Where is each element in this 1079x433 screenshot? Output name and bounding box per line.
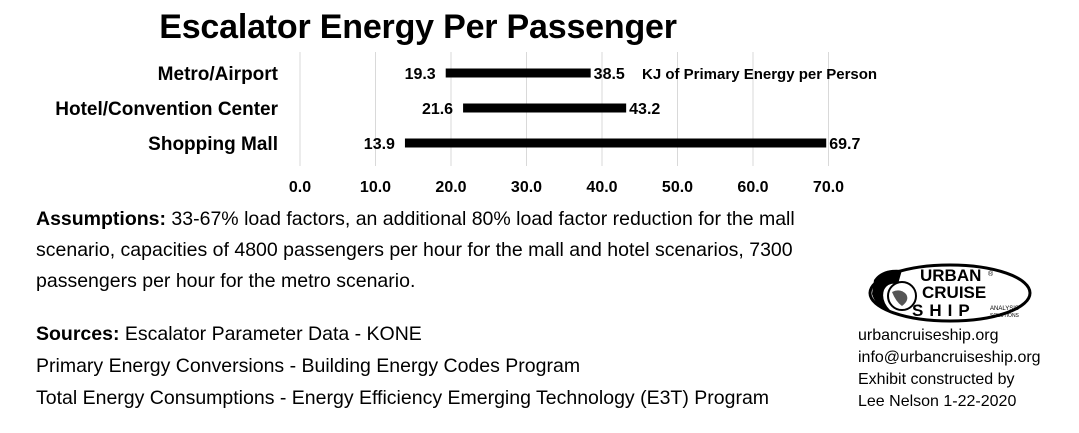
assumptions-label: Assumptions: [36,208,167,230]
credits-website: urbancruiseship.org [858,327,999,344]
sources-line-3: Total Energy Consumptions - Energy Effic… [36,387,770,409]
range-bar [463,103,627,113]
sources-label: Sources: [36,323,120,345]
high-value-label: 69.7 [829,136,860,153]
credits-constructed: Exhibit constructed by [858,371,1015,388]
x-tick-label: 0.0 [289,179,311,196]
low-value-label: 13.9 [364,136,395,153]
x-tick-label: 10.0 [360,179,391,196]
category-label: Metro/Airport [158,64,279,85]
urban-cruise-ship-logo: URBAN CRUISE SHIP ANALYSIS SOLUTIONS ® [868,263,1032,323]
chart-title: Escalator Energy Per Passenger [159,8,677,46]
credits-block: urbancruiseship.org info@urbancruiseship… [858,325,1073,413]
logo-text-cruise: CRUISE [922,283,986,302]
high-value-label: 38.5 [594,66,625,83]
assumptions-text: 33-67% load factors, an additional 80% l… [36,208,795,292]
range-bar [445,68,591,78]
sources-block: Sources: Escalator Parameter Data - KONE… [36,318,876,414]
x-tick-label: 40.0 [586,179,617,196]
credits-author-date: Lee Nelson 1-22-2020 [858,393,1017,410]
logo-text-urban: URBAN [920,266,981,285]
x-tick-label: 50.0 [662,179,693,196]
x-tick-label: 60.0 [737,179,768,196]
sources-text-1: Escalator Parameter Data - KONE [119,323,422,345]
x-tick-label: 30.0 [511,179,542,196]
assumptions-note: Assumptions: 33-67% load factors, an add… [36,204,856,297]
x-tick-label: 20.0 [435,179,466,196]
category-label: Shopping Mall [148,134,278,155]
unit-annotation: KJ of Primary Energy per Person [642,66,877,83]
category-label: Hotel/Convention Center [55,99,278,120]
low-value-label: 19.3 [405,66,436,83]
high-value-label: 43.2 [629,101,660,118]
sources-line-1: Sources: Escalator Parameter Data - KONE [36,318,876,350]
range-bar [404,138,827,148]
chart-plot: 0.0 10.0 20.0 30.0 40.0 50.0 60.0 70.0 Metro/Air… [55,52,877,196]
low-value-label: 21.6 [422,101,453,118]
x-tick-label: 70.0 [813,179,844,196]
credits-email: info@urbancruiseship.org [858,349,1041,366]
logo-text-ship: SHIP [912,301,976,320]
logo-tagline-analysis: ANALYSIS [990,306,1019,312]
logo-tagline-solutions: SOLUTIONS [990,313,1020,319]
sources-line-2: Primary Energy Conversions - Building En… [36,355,581,377]
logo-registered-mark: ® [988,270,994,278]
